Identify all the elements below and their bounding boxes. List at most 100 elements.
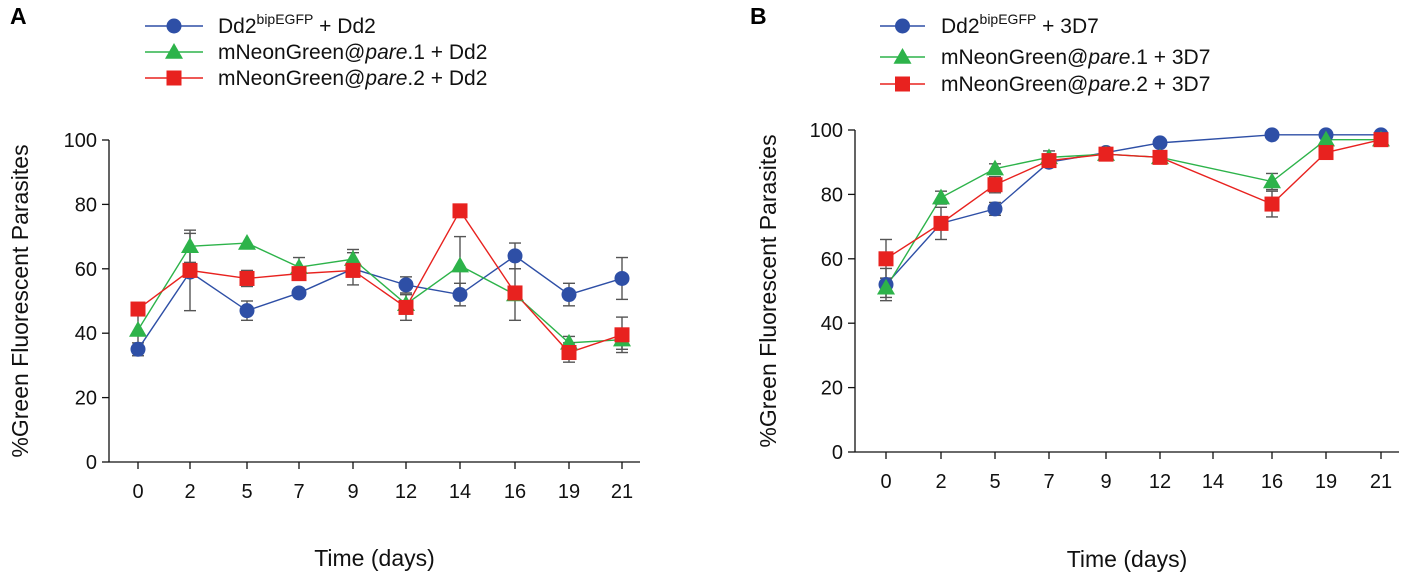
series-line: [885, 138, 1382, 260]
y-tick-label: 100: [810, 120, 843, 142]
x-axis-title: Time (days): [314, 545, 435, 571]
legend-label-rest: .2 + Dd2: [407, 67, 487, 90]
legend-entry: mNeonGreen@pare.1 + Dd2: [145, 41, 487, 64]
legend-label-main: mNeonGreen@: [218, 67, 365, 90]
legend-label: mNeonGreen@pare.2 + Dd2: [218, 67, 487, 90]
data-point: [561, 345, 577, 361]
data-point: [1041, 153, 1057, 169]
data-point: [1264, 196, 1280, 212]
data-point: [507, 285, 523, 301]
data-point: [1152, 149, 1168, 165]
legend-label-rest: + 3D7: [1036, 15, 1098, 38]
data-point: [987, 177, 1003, 193]
legend-label: Dd2bipEGFP + 3D7: [941, 11, 1099, 38]
data-point: [1098, 146, 1114, 162]
data-point: [182, 262, 198, 278]
data-point: [932, 188, 950, 205]
series-2: [132, 229, 628, 354]
data-point: [878, 251, 894, 267]
y-tick-label: 60: [75, 259, 97, 281]
data-point: [239, 270, 255, 286]
data-point: [987, 201, 1003, 217]
series-1: [880, 130, 1387, 302]
x-tick-label: 14: [449, 481, 471, 503]
data-point: [1318, 145, 1334, 161]
legend-label: mNeonGreen@pare.1 + 3D7: [941, 46, 1210, 69]
data-point: [239, 303, 255, 319]
legend-label-italic: pare: [364, 41, 407, 64]
data-point: [130, 341, 146, 357]
x-tick-label: 0: [132, 481, 143, 503]
x-tick-label: 5: [989, 471, 1000, 493]
legend-label-italic: pare: [1087, 73, 1130, 96]
series-3: [132, 209, 628, 363]
x-tick-label: 9: [1100, 471, 1111, 493]
y-tick-label: 100: [64, 130, 97, 152]
legend-marker: [166, 18, 182, 34]
legend-label-main: mNeonGreen@: [941, 46, 1088, 69]
series-line: [885, 138, 1381, 289]
data-point: [452, 203, 468, 219]
y-tick-label: 80: [75, 194, 97, 216]
legend-label: mNeonGreen@pare.2 + 3D7: [941, 73, 1210, 96]
series-2-markers: [129, 234, 631, 350]
legend-entry: Dd2bipEGFP + Dd2: [145, 11, 376, 38]
data-point: [398, 299, 414, 315]
series-2: [880, 135, 1387, 299]
data-point: [452, 287, 468, 303]
data-point: [507, 248, 523, 264]
legend-label-main: mNeonGreen@: [941, 73, 1088, 96]
data-point: [130, 301, 146, 317]
x-tick-label: 9: [347, 481, 358, 503]
x-tick-label: 0: [880, 471, 891, 493]
y-tick-label: 0: [86, 452, 97, 474]
x-tick-label: 7: [1043, 471, 1054, 493]
y-tick-label: 40: [821, 313, 843, 335]
legend-label: Dd2bipEGFP + Dd2: [218, 11, 376, 38]
panel-a: A 0 20 40 60 80 100 0 2 5 7 9 12 14 16 19 21 Time (days)%…: [7, 3, 640, 571]
data-point: [291, 266, 307, 282]
series-1-markers: [130, 248, 630, 357]
panel-b: B 0 20 40 60 80 100 0 2 5 7 9 12 14 16 19 21 Time (days)%…: [750, 3, 1399, 572]
series-line: [137, 209, 623, 354]
legend-marker: [166, 70, 182, 86]
data-point: [291, 285, 307, 301]
legend-label-rest: .2 + 3D7: [1130, 73, 1210, 96]
legend-label-rest: .1 + 3D7: [1130, 46, 1210, 69]
legend-entry: mNeonGreen@pare.1 + 3D7: [880, 46, 1210, 69]
legend-label: mNeonGreen@pare.1 + Dd2: [218, 41, 487, 64]
data-point: [986, 159, 1004, 176]
x-tick-label: 5: [241, 481, 252, 503]
data-point: [561, 287, 577, 303]
data-point: [933, 215, 949, 231]
x-tick-label: 21: [611, 481, 633, 503]
legend-label-rest: + Dd2: [313, 15, 375, 38]
legend-entry: mNeonGreen@pare.2 + Dd2: [145, 67, 487, 90]
y-tick-label: 40: [75, 323, 97, 345]
legend-label-rest: .1 + Dd2: [407, 41, 487, 64]
legend-label-italic: pare: [1087, 46, 1130, 69]
data-point: [1264, 127, 1280, 143]
legend-label-main: Dd2: [941, 15, 980, 38]
data-point: [1373, 132, 1389, 148]
series-3-markers: [878, 132, 1389, 267]
legend-label-italic: pare: [364, 67, 407, 90]
series-line: [137, 255, 623, 350]
legend-marker: [165, 43, 183, 59]
panel-label: B: [750, 3, 767, 29]
x-tick-label: 12: [395, 481, 417, 503]
legend-marker: [895, 18, 910, 34]
legend-label-superscript: bipEGFP: [980, 11, 1037, 27]
data-point: [614, 270, 630, 286]
x-tick-label: 12: [1149, 471, 1171, 493]
data-point: [1317, 130, 1335, 147]
x-tick-label: 2: [184, 481, 195, 503]
y-tick-label: 60: [821, 249, 843, 271]
data-point: [398, 277, 414, 293]
y-tick-label: 80: [821, 184, 843, 206]
legend-entry: mNeonGreen@pare.2 + 3D7: [880, 73, 1210, 96]
y-axis-title: %Green Fluorescent Parasites: [755, 134, 781, 447]
series-3: [880, 135, 1387, 279]
series-3-markers: [130, 203, 630, 361]
